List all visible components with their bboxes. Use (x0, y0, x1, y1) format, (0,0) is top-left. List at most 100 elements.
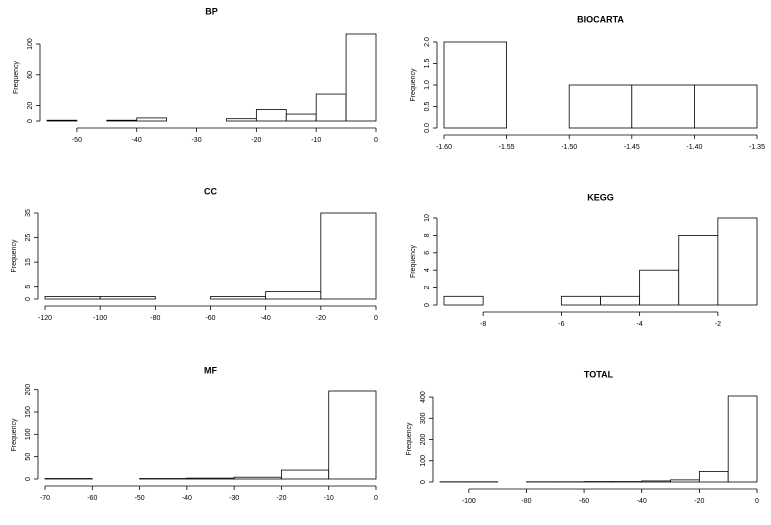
y-tick-label: 0 (424, 303, 431, 307)
y-tick-label: 25 (25, 234, 32, 242)
y-tick-label: 15 (25, 258, 32, 266)
bar (136, 117, 168, 122)
x-tick-label: -40 (132, 137, 142, 144)
x-tick-label: -1.60 (436, 144, 452, 151)
y-axis-label: Frequency (410, 68, 417, 102)
bar (568, 84, 633, 129)
bar (106, 119, 138, 122)
x-tick-label: -10 (324, 495, 334, 502)
bar (443, 41, 507, 129)
x-tick-label: -20 (251, 137, 261, 144)
x-tick-label: -40 (637, 498, 647, 505)
y-tick-label: 0 (25, 297, 32, 301)
y-tick-label: 100 (25, 428, 32, 440)
bar (560, 295, 601, 306)
chart-title: BIOCARTA (577, 14, 624, 24)
bar (285, 113, 317, 122)
chart-title: TOTAL (584, 369, 614, 379)
y-tick-label: 4 (424, 268, 431, 272)
chart-title: MF (204, 365, 217, 375)
x-tick-label: -100 (462, 498, 476, 505)
bar (631, 84, 695, 129)
x-tick-label: -40 (261, 315, 271, 322)
bar (99, 296, 156, 300)
x-tick-label: 0 (755, 498, 759, 505)
x-tick-label: -10 (311, 137, 321, 144)
bar (727, 395, 758, 483)
bar (265, 291, 322, 300)
bar (320, 212, 377, 300)
bar (600, 295, 641, 306)
bar (670, 479, 700, 483)
x-tick-label: -30 (229, 495, 239, 502)
x-tick-label: 0 (374, 315, 378, 322)
x-tick-label: -1.55 (499, 144, 515, 151)
x-tick-label: -1.50 (561, 144, 577, 151)
x-tick-label: 0 (374, 137, 378, 144)
bar (717, 217, 758, 306)
y-tick-label: 1.5 (424, 59, 431, 69)
x-tick-label: 0 (374, 495, 378, 502)
bar (233, 476, 282, 480)
bar (255, 109, 287, 122)
bar (678, 234, 719, 306)
bar (345, 33, 377, 122)
x-tick-label: -20 (276, 495, 286, 502)
y-axis-label: Frequency (11, 239, 18, 273)
y-tick-label: 10 (424, 214, 431, 222)
x-tick-label: -20 (316, 315, 326, 322)
chart-title: BP (205, 6, 218, 16)
y-axis-label: Frequency (11, 418, 18, 452)
x-tick-label: -60 (579, 498, 589, 505)
y-tick-label: 0 (420, 480, 427, 484)
bar (210, 296, 267, 300)
y-tick-label: 6 (424, 251, 431, 255)
y-tick-label: 1.0 (424, 80, 431, 90)
x-tick-label: -60 (87, 495, 97, 502)
x-tick-label: -80 (521, 498, 531, 505)
x-tick-label: -40 (182, 495, 192, 502)
y-axis-label: Frequency (13, 60, 20, 94)
y-tick-label: 150 (25, 406, 32, 418)
x-tick-label: -70 (40, 495, 50, 502)
y-tick-label: 200 (25, 384, 32, 396)
x-tick-label: -1.40 (686, 144, 702, 151)
x-tick-label: -6 (558, 321, 564, 328)
x-tick-label: -60 (205, 315, 215, 322)
y-axis-label: Frequency (410, 244, 417, 278)
y-tick-label: 5 (25, 285, 32, 289)
y-tick-label: 2 (424, 286, 431, 290)
y-tick-label: 0 (25, 477, 32, 481)
y-tick-label: 60 (27, 71, 34, 79)
x-tick-label: -120 (38, 315, 52, 322)
bar (226, 118, 257, 122)
y-tick-label: 100 (420, 455, 427, 467)
y-tick-label: 400 (420, 391, 427, 403)
bar (698, 470, 729, 483)
x-tick-label: -30 (191, 137, 201, 144)
y-tick-label: 100 (27, 38, 34, 50)
chart-title: KEGG (587, 192, 614, 202)
x-tick-label: -1.35 (749, 144, 765, 151)
bar (694, 84, 758, 129)
x-tick-label: -50 (72, 137, 82, 144)
bar (443, 295, 484, 306)
x-tick-label: -8 (480, 321, 486, 328)
y-tick-label: 300 (420, 412, 427, 424)
bar (315, 93, 347, 122)
x-tick-label: -4 (637, 321, 643, 328)
y-tick-label: 2.0 (424, 37, 431, 47)
x-tick-label: -2 (715, 321, 721, 328)
y-tick-label: 0.0 (424, 123, 431, 133)
x-tick-label: -80 (150, 315, 160, 322)
bar (281, 469, 330, 480)
x-tick-label: -100 (93, 315, 107, 322)
y-tick-label: 200 (420, 434, 427, 446)
y-tick-label: 35 (25, 209, 32, 217)
y-tick-label: 0 (27, 119, 34, 123)
bar (641, 480, 671, 483)
bar (46, 119, 78, 122)
bar (328, 390, 377, 480)
bar (186, 477, 235, 480)
